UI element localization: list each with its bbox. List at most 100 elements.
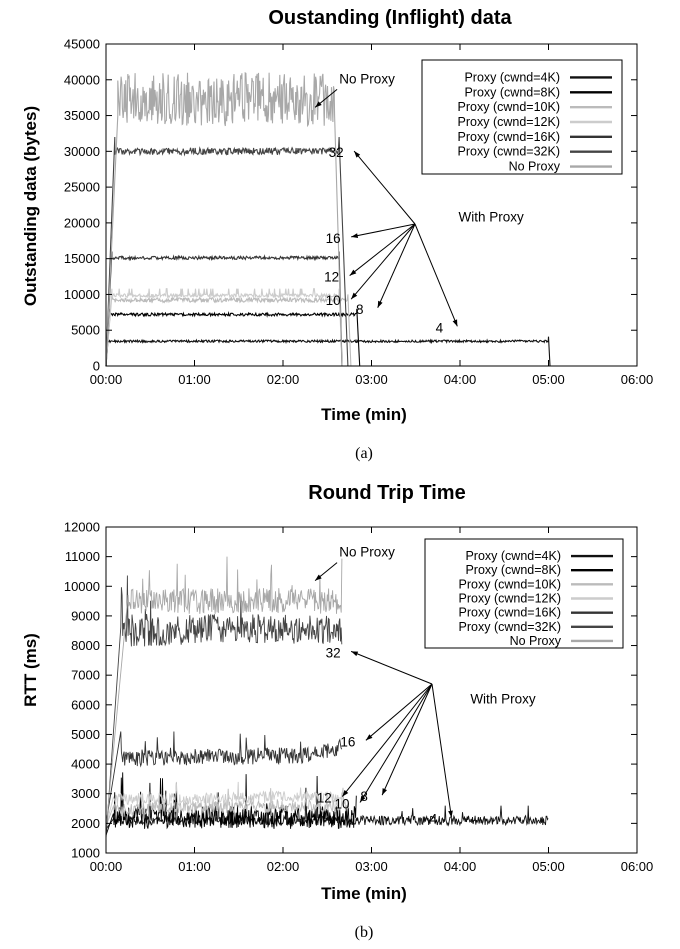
annotation-arrow <box>414 223 458 327</box>
annotation-label: 10 <box>326 293 341 308</box>
annotation-arrowhead <box>351 233 359 238</box>
annotation-label: 16 <box>326 231 341 246</box>
legend-entry: Proxy (cwnd=4K) <box>465 549 561 563</box>
y-tick-label: 6000 <box>71 697 100 712</box>
annotation-arrowhead <box>365 734 373 741</box>
annotation-arrowhead <box>342 789 349 797</box>
chart-b-caption: (b) <box>355 924 374 941</box>
chart-b-title: Round Trip Time <box>308 482 465 504</box>
annotation-arrow <box>431 683 452 818</box>
y-tick-label: 45000 <box>64 37 100 52</box>
legend-entry: Proxy (cwnd=16K) <box>458 130 560 144</box>
chart-a-legend: Proxy (cwnd=4K)Proxy (cwnd=8K)Proxy (cwn… <box>421 59 623 175</box>
x-tick-label: 04:00 <box>444 372 477 387</box>
y-tick-label: 5000 <box>71 727 100 742</box>
y-tick-label: 3000 <box>71 786 100 801</box>
chart-b-ticks: 00:00 01:00 02:00 03:00 04:00 05:00 06:00 1000 2… <box>64 520 653 875</box>
y-tick-label: 10000 <box>64 287 100 302</box>
y-tick-label: 1000 <box>71 846 100 861</box>
series-line-3 <box>105 288 343 367</box>
annotation-arrow <box>341 683 433 797</box>
legend-entry: Proxy (cwnd=12K) <box>459 592 561 606</box>
annotation-arrow <box>350 223 416 300</box>
chart-b-xlabel: Time (min) <box>321 884 407 903</box>
chart-a-ylabel: Outstanding data (bytes) <box>21 106 40 306</box>
no-proxy-arrowhead <box>315 574 322 581</box>
annotation-arrowhead <box>354 151 361 158</box>
legend-entry: Proxy (cwnd=10K) <box>458 100 560 114</box>
y-tick-label: 4000 <box>71 757 100 772</box>
annotation-label: With Proxy <box>459 209 525 224</box>
x-tick-label: 03:00 <box>355 372 388 387</box>
series-line-6 <box>105 556 343 830</box>
series-line-2 <box>105 294 352 367</box>
legend-entry: Proxy (cwnd=12K) <box>458 115 560 129</box>
annotation-arrowhead <box>377 300 383 308</box>
annotation-arrowhead <box>360 795 366 803</box>
annotation-label: 10 <box>334 797 349 812</box>
legend-entry: Proxy (cwnd=4K) <box>464 70 560 84</box>
series-line-5 <box>105 575 343 839</box>
legend-entry: Proxy (cwnd=8K) <box>464 85 560 99</box>
legend-box <box>421 59 623 175</box>
x-tick-label: 02:00 <box>267 372 300 387</box>
y-tick-label: 0 <box>93 359 100 374</box>
annotation-arrow <box>351 223 416 238</box>
annotation-arrow <box>365 683 433 741</box>
annotation-label: 8 <box>356 302 364 317</box>
series-line-0 <box>105 336 551 367</box>
legend-entry: No Proxy <box>509 160 561 174</box>
series-line-4 <box>105 731 343 824</box>
annotation-label: 4 <box>430 811 438 826</box>
annotation-label: No Proxy <box>339 545 395 560</box>
chart-b: Round Trip Time RTT (ms) Time (min) (b) … <box>21 482 653 941</box>
annotation-arrow <box>377 223 416 308</box>
annotation-label: 4 <box>436 320 444 335</box>
y-tick-label: 5000 <box>71 323 100 338</box>
annotation-arrowhead <box>448 810 453 818</box>
chart-b-legend: Proxy (cwnd=4K)Proxy (cwnd=8K) Proxy (cwn… <box>424 538 624 649</box>
series-line-4 <box>105 251 343 367</box>
y-tick-label: 40000 <box>64 72 100 87</box>
chart-a-annotations: No Proxy 32 16 12 10 8 4 With Proxy <box>314 71 525 335</box>
x-tick-label: 01:00 <box>178 859 211 874</box>
chart-b-marks <box>105 556 549 839</box>
x-tick-label: 03:00 <box>355 859 388 874</box>
chart-a-marks <box>105 71 551 367</box>
legend-entry: Proxy (cwnd=16K) <box>459 606 561 620</box>
y-tick-label: 8000 <box>71 638 100 653</box>
chart-a: Oustanding (Inflight) data Outstanding d… <box>21 7 653 462</box>
chart-a-ticks: 00:00 01:00 02:00 03:00 04:00 05:00 06:00 0 5000… <box>64 37 653 388</box>
y-tick-label: 35000 <box>64 108 100 123</box>
y-tick-label: 12000 <box>64 520 100 535</box>
series-line-1 <box>105 308 361 367</box>
x-tick-label: 05:00 <box>532 859 565 874</box>
series-line-5 <box>105 136 349 367</box>
y-tick-label: 10000 <box>64 579 100 594</box>
y-tick-label: 20000 <box>64 215 100 230</box>
annotation-arrowhead <box>382 788 388 796</box>
y-tick-label: 30000 <box>64 144 100 159</box>
annotation-label: With Proxy <box>470 691 536 706</box>
annotation-label: 16 <box>340 734 355 749</box>
y-tick-label: 11000 <box>65 549 100 564</box>
x-tick-label: 00:00 <box>90 859 123 874</box>
chart-a-title: Oustanding (Inflight) data <box>268 7 512 29</box>
annotation-label: 32 <box>329 145 344 160</box>
annotation-arrowhead <box>349 269 357 276</box>
no-proxy-arrowhead <box>315 101 322 108</box>
legend-entry: No Proxy <box>510 634 562 648</box>
y-tick-label: 9000 <box>71 608 100 623</box>
chart-a-caption: (a) <box>355 445 373 462</box>
annotation-label: No Proxy <box>339 71 395 86</box>
x-tick-label: 02:00 <box>267 859 300 874</box>
series-line-2 <box>105 787 350 827</box>
annotation-label: 12 <box>317 791 332 806</box>
x-tick-label: 05:00 <box>532 372 565 387</box>
series-line-3 <box>105 781 343 827</box>
x-tick-label: 06:00 <box>621 372 654 387</box>
legend-entry: Proxy (cwnd=32K) <box>459 620 561 634</box>
legend-entry: Proxy (cwnd=8K) <box>465 563 561 577</box>
y-tick-label: 25000 <box>64 180 100 195</box>
